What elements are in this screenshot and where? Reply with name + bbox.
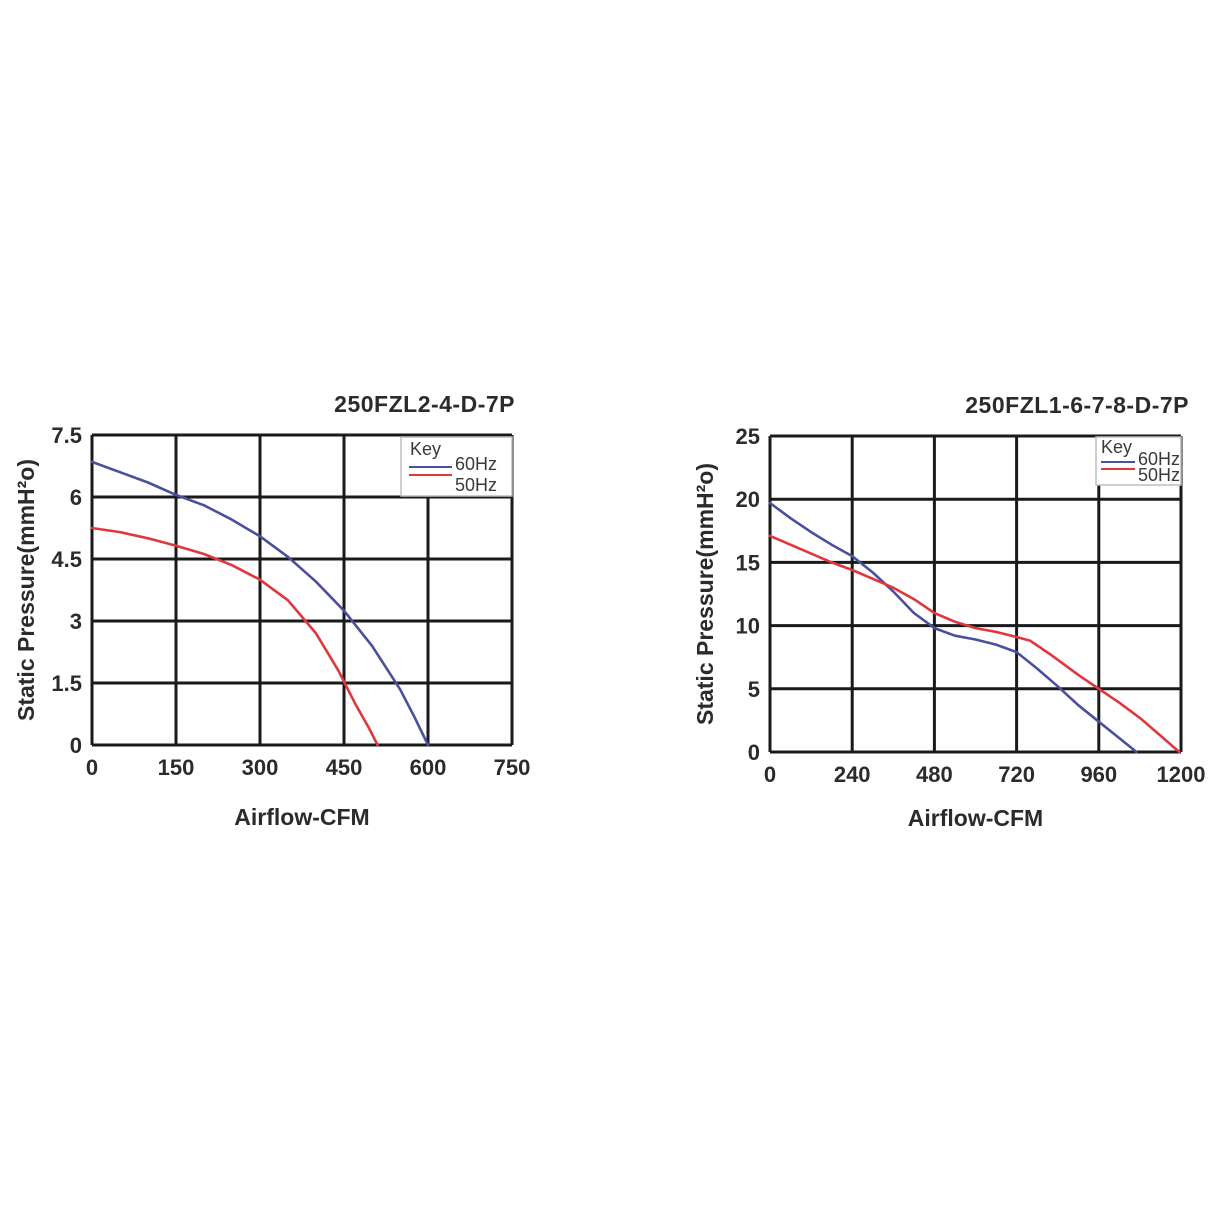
x-tick-label: 240: [834, 762, 871, 787]
x-tick-label: 1200: [1157, 762, 1206, 787]
legend-title: Key: [410, 439, 441, 459]
y-tick-label: 6: [70, 485, 82, 510]
series-line-60hz: [90, 460, 430, 747]
chart-title: 250FZL1-6-7-8-D-7P: [965, 392, 1189, 418]
legend-title: Key: [1101, 437, 1132, 457]
y-tick-label: 3: [70, 609, 82, 634]
chart-250fzl2: 250FZL2-4-D-7P 0 150 300 450 600 750 0 1.5 3 4.5 6 7…: [13, 391, 530, 830]
x-tick-label: 300: [242, 755, 279, 780]
x-tick-label: 450: [326, 755, 363, 780]
x-tick-label: 0: [764, 762, 776, 787]
legend-label-60hz: 60Hz: [455, 454, 497, 474]
y-tick-label: 10: [736, 614, 760, 639]
y-tick-label: 25: [736, 424, 760, 449]
y-tick-label: 0: [70, 733, 82, 758]
chart-250fzl1: 250FZL1-6-7-8-D-7P 0 240 480 720 960 1200 0 5 10 1…: [692, 392, 1205, 831]
x-tick-label: 0: [86, 755, 98, 780]
y-tick-label: 20: [736, 487, 760, 512]
y-tick-label: 4.5: [51, 547, 82, 572]
y-tick-label: 7.5: [51, 423, 82, 448]
x-tick-label: 150: [158, 755, 195, 780]
chart-title: 250FZL2-4-D-7P: [334, 391, 515, 417]
y-tick-label: 0: [748, 740, 760, 765]
y-axis-label: Static Pressure(mmH²o): [692, 463, 718, 725]
y-axis-label: Static Pressure(mmH²o): [13, 459, 39, 721]
y-tick-label: 15: [736, 550, 760, 575]
x-tick-label: 480: [916, 762, 953, 787]
x-tick-label: 750: [494, 755, 531, 780]
legend-label-60hz: 60Hz: [1138, 449, 1180, 469]
x-tick-label: 960: [1080, 762, 1117, 787]
x-axis-label: Airflow-CFM: [908, 805, 1043, 831]
series-line-60hz: [768, 501, 1138, 754]
series-line-50hz: [768, 534, 1181, 754]
y-tick-label: 5: [748, 677, 760, 702]
x-tick-label: 600: [410, 755, 447, 780]
x-tick-label: 720: [998, 762, 1035, 787]
series-line-50hz: [90, 526, 379, 747]
y-tick-label: 1.5: [51, 671, 82, 696]
x-axis-label: Airflow-CFM: [234, 804, 369, 830]
legend-label-50hz: 50Hz: [455, 475, 497, 495]
legend-label-50hz: 50Hz: [1138, 465, 1180, 485]
